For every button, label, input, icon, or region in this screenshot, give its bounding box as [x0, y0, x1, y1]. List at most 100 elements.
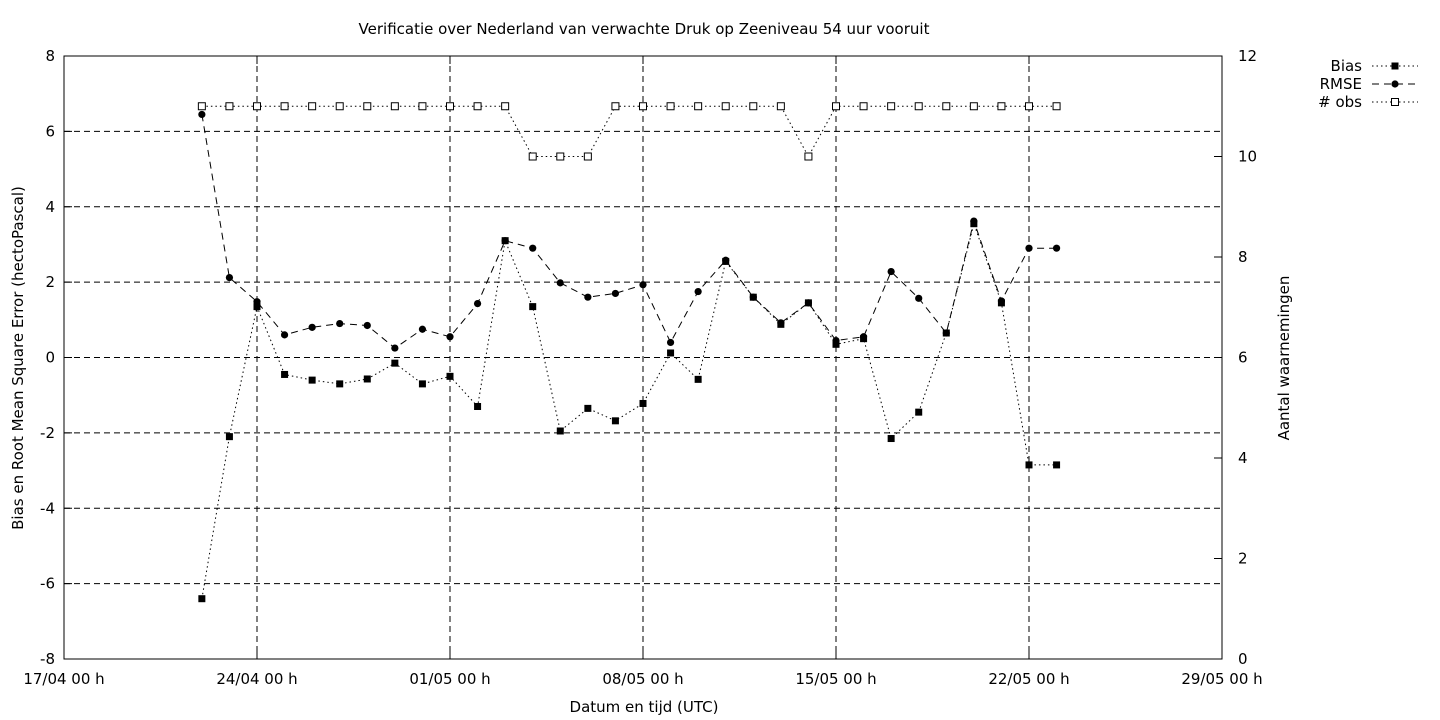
y-tick-label: 2 — [45, 273, 55, 291]
data-point — [336, 380, 344, 388]
data-point — [529, 244, 537, 252]
data-point — [1025, 102, 1033, 111]
data-point — [446, 333, 454, 341]
data-point — [639, 399, 647, 407]
legend-marker — [1391, 80, 1399, 88]
data-point — [446, 102, 454, 111]
axis-ticks: 17/04 00 h 24/04 00 h 01/05 00 h 08/05 00 h… — [23, 47, 1262, 688]
data-point — [446, 372, 454, 380]
data-point — [556, 152, 565, 161]
data-point — [308, 376, 316, 384]
data-point — [969, 102, 978, 111]
data-point — [721, 102, 730, 111]
series-line — [201, 114, 1057, 349]
data-point — [336, 319, 344, 328]
data-point — [225, 433, 233, 441]
y2-tick-label: 6 — [1238, 349, 1248, 367]
data-point — [308, 102, 317, 111]
data-point — [1052, 102, 1061, 111]
series-rmse — [198, 110, 1061, 352]
x-tick-label: 01/05 00 h — [409, 670, 490, 688]
data-point — [198, 110, 206, 119]
y2-tick-label: 2 — [1238, 550, 1248, 568]
data-point — [887, 435, 895, 443]
legend-label: RMSE — [1320, 75, 1362, 93]
data-point — [915, 408, 923, 416]
y2-tick-label: 0 — [1238, 650, 1248, 668]
chart-title: Verificatie over Nederland van verwachte… — [359, 20, 930, 38]
data-point — [777, 319, 785, 327]
y-tick-label: 6 — [45, 122, 55, 140]
x-tick-label: 17/04 00 h — [23, 670, 104, 688]
legend-label: # obs — [1318, 93, 1362, 111]
y-tick-label: -6 — [40, 575, 55, 593]
data-point — [832, 340, 840, 348]
x-tick-label: 24/04 00 h — [216, 670, 297, 688]
legend-label: Bias — [1331, 57, 1363, 75]
y2-tick-label: 4 — [1238, 449, 1248, 467]
y-tick-label: 8 — [45, 47, 55, 65]
data-point — [281, 370, 289, 378]
y-tick-label: 0 — [45, 349, 55, 367]
grid-lines — [64, 56, 1222, 659]
data-point — [363, 102, 372, 111]
x-tick-label: 15/05 00 h — [795, 670, 876, 688]
data-point — [1052, 244, 1061, 252]
data-point — [694, 375, 702, 383]
data-point — [473, 102, 482, 111]
data-point — [1025, 461, 1033, 469]
y-tick-label: -8 — [40, 650, 55, 668]
data-point — [722, 256, 730, 264]
legend-marker — [1391, 98, 1399, 106]
series-layer — [197, 102, 1061, 603]
data-point — [997, 297, 1006, 305]
series-obs — [197, 102, 1061, 161]
y-axis-label: Bias en Root Mean Square Error (hectoPas… — [9, 186, 27, 530]
data-point — [915, 294, 923, 302]
data-point — [225, 102, 234, 111]
data-point — [804, 299, 813, 307]
data-point — [667, 349, 675, 357]
data-point — [887, 267, 895, 276]
data-point — [887, 102, 896, 111]
data-point — [363, 375, 371, 383]
data-point — [391, 359, 399, 367]
data-point — [804, 152, 813, 161]
data-point — [474, 402, 482, 410]
data-point — [501, 102, 510, 111]
data-point — [390, 102, 399, 111]
data-point — [694, 287, 702, 296]
x-axis-label: Datum en tijd (UTC) — [570, 698, 719, 716]
y2-tick-label: 10 — [1238, 148, 1257, 166]
data-point — [418, 380, 426, 388]
data-point — [859, 333, 868, 341]
x-tick-label: 08/05 00 h — [602, 670, 683, 688]
data-point — [473, 300, 482, 308]
data-point — [253, 298, 261, 306]
data-point — [418, 325, 427, 333]
y-tick-label: 4 — [45, 198, 55, 216]
data-point — [666, 102, 675, 111]
data-point — [501, 237, 509, 245]
data-point — [942, 329, 950, 337]
data-point — [198, 595, 206, 603]
y-tick-label: -2 — [40, 424, 55, 442]
data-point — [749, 102, 758, 111]
data-point — [1025, 244, 1033, 252]
legend-marker — [1391, 62, 1399, 70]
series-line — [201, 221, 1057, 599]
data-point — [253, 303, 261, 311]
data-point — [832, 102, 840, 111]
data-point — [776, 102, 785, 111]
x-tick-label: 29/05 00 h — [1181, 670, 1262, 688]
y-tick-label: -4 — [40, 499, 55, 517]
data-point — [970, 217, 978, 225]
data-point — [749, 293, 757, 301]
data-point — [859, 102, 868, 111]
data-point — [832, 336, 840, 345]
data-point — [556, 427, 564, 435]
data-point — [611, 289, 620, 298]
data-point — [942, 102, 951, 111]
data-point — [528, 152, 537, 161]
